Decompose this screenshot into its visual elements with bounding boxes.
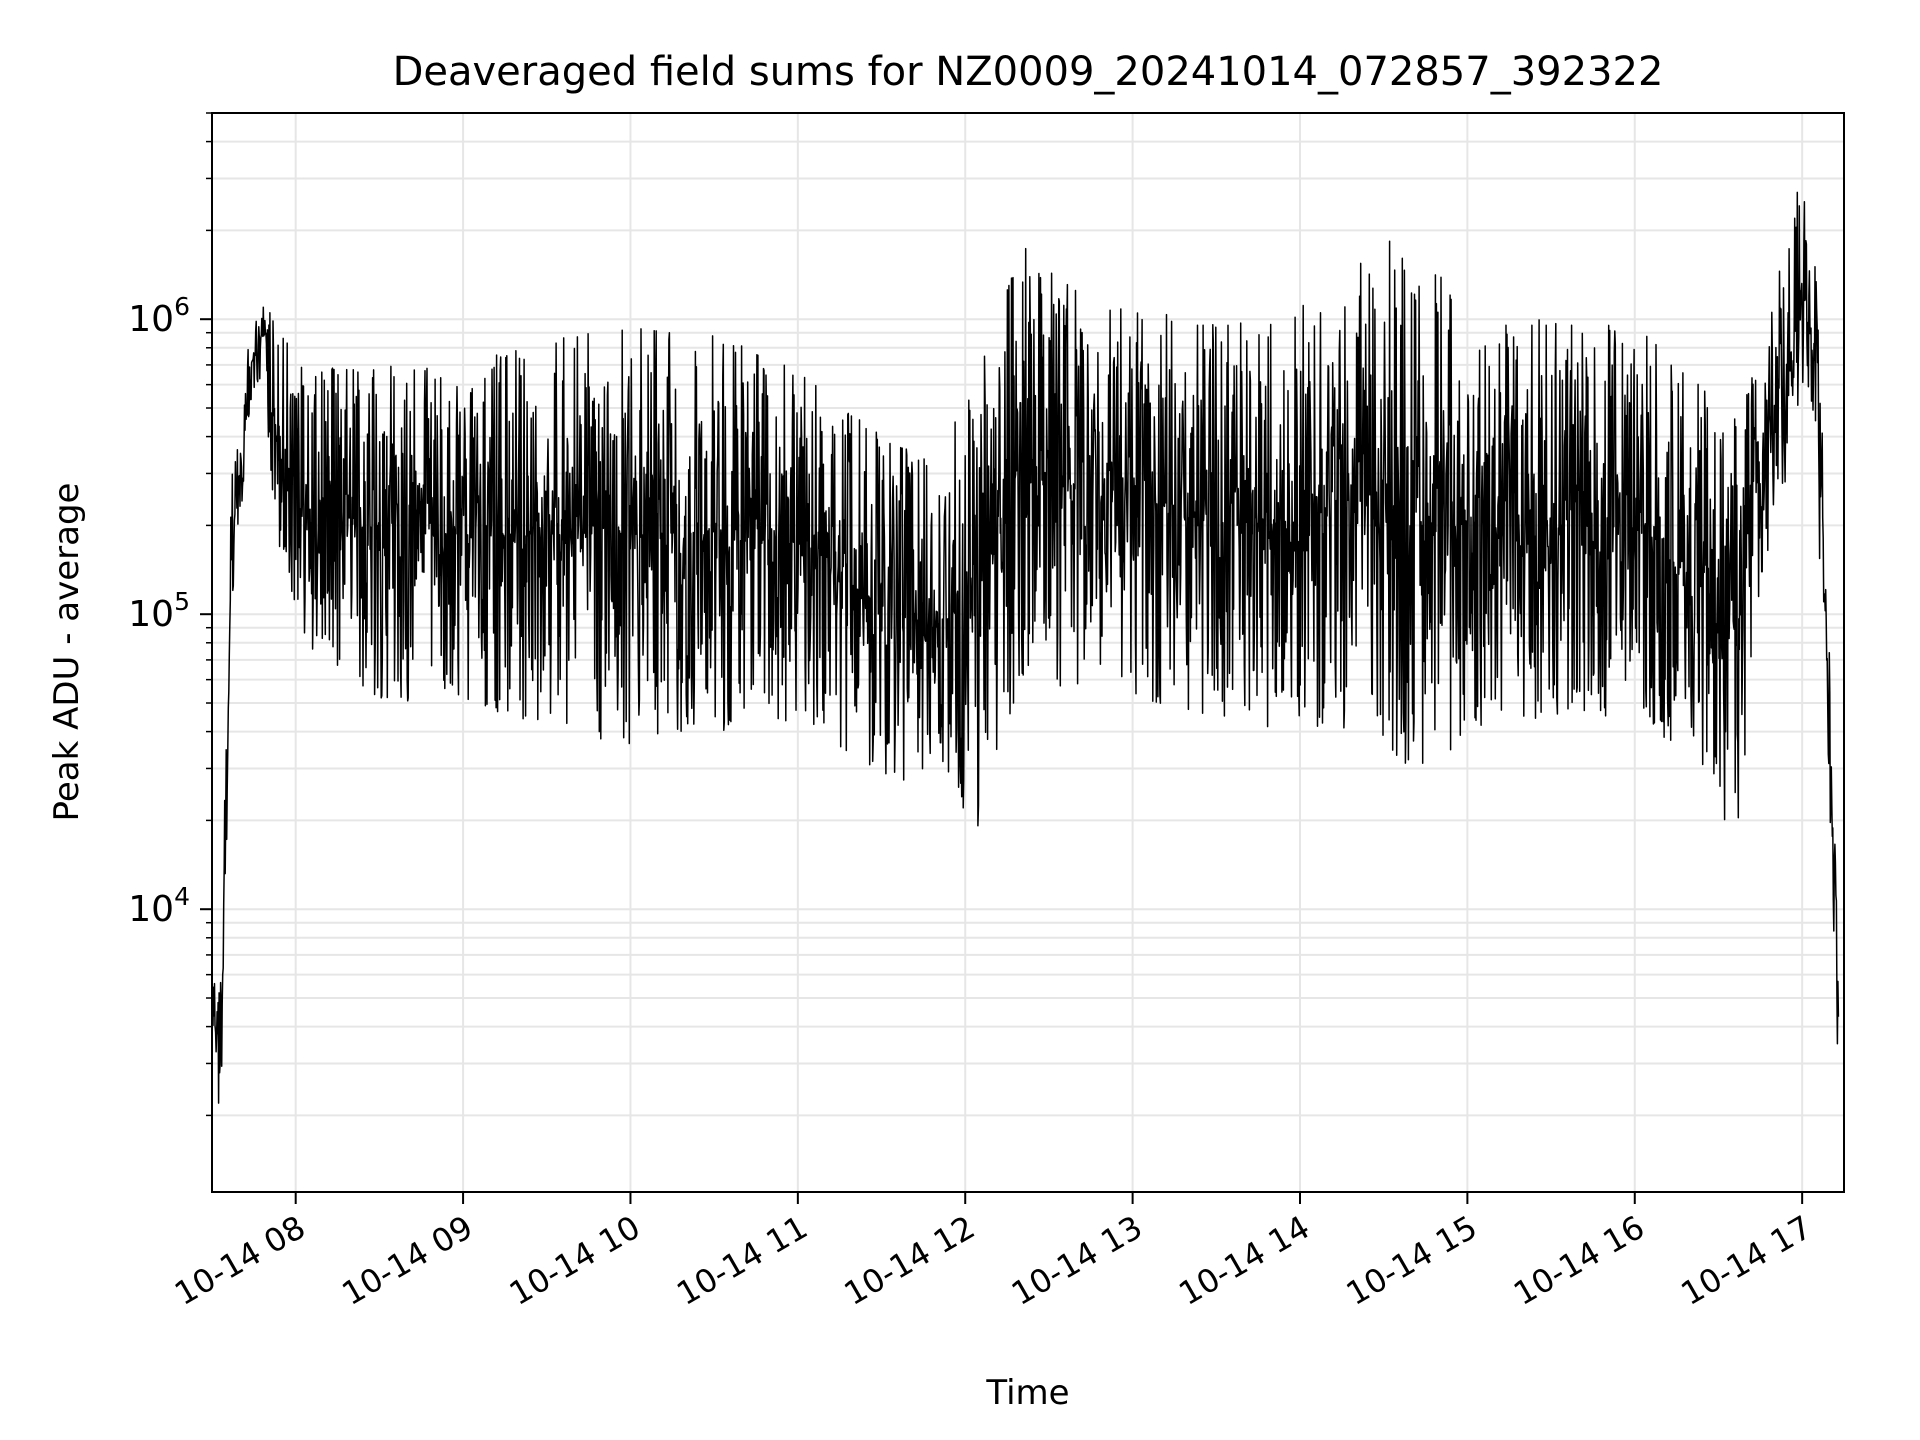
chart-title: Deaveraged field sums for NZ0009_2024101… bbox=[393, 49, 1664, 95]
series bbox=[211, 191, 1840, 1104]
y-tick-label: 105 bbox=[128, 587, 190, 635]
series-line bbox=[211, 191, 1840, 1104]
y-axis-label: Peak ADU - average bbox=[47, 483, 87, 822]
y-tick-label: 106 bbox=[128, 292, 190, 340]
plot-frame bbox=[211, 112, 1845, 1193]
y-tick-label: 104 bbox=[128, 882, 190, 930]
x-axis-label: Time bbox=[985, 1373, 1069, 1413]
